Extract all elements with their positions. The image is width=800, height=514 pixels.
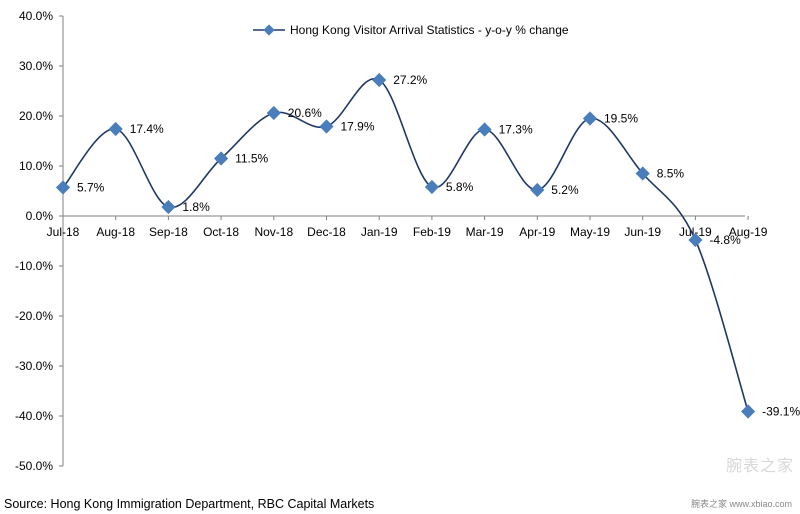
x-tick-label: Feb-19 [413,225,451,239]
x-tick-label: Jan-19 [361,225,398,239]
x-tick-label: Aug-19 [729,225,768,239]
data-point [530,182,545,198]
y-tick-label: -30.0% [15,359,53,373]
x-tick-label: Oct-18 [203,225,239,239]
data-point [161,199,176,215]
series-markers [55,72,756,419]
x-tick-label: Jul-19 [679,225,712,239]
y-tick-label: -50.0% [15,459,53,473]
data-label: 8.5% [657,167,685,181]
x-tick-labels: Jul-18 Aug-18 Sep-18 Oct-18 Nov-18 Dec-18 Jan-… [47,216,768,239]
data-point [477,122,492,137]
data-point [108,121,123,137]
data-point [582,111,598,126]
x-tick-label: Dec-18 [307,225,346,239]
data-label: 17.9% [341,120,375,134]
data-labels: 5.7% 17.4% 1.8% 11.5% 20.6% 17.9% 27.2% 5.8% 17.… [77,73,800,419]
legend-label: Hong Kong Visitor Arrival Statistics - y… [290,23,569,37]
x-tick-label: Apr-19 [519,225,555,239]
data-point [635,166,650,181]
y-tick-label: 40.0% [19,9,53,23]
data-point [55,180,71,195]
y-tick-label: 10.0% [19,159,53,173]
legend-marker [263,24,275,36]
data-point [688,232,703,248]
x-tick-label: Nov-18 [254,225,293,239]
source-note: Source: Hong Kong Immigration Department… [4,497,375,511]
x-tick-label: Jun-19 [624,225,661,239]
data-label: 5.7% [77,181,105,195]
x-tick-label: Mar-19 [466,225,504,239]
watermark-text: 腕表之家 www.xbiao.com [690,499,792,509]
x-tick-label: May-19 [570,225,610,239]
data-label: 17.4% [130,122,164,136]
y-tick-label: 30.0% [19,59,53,73]
legend: Hong Kong Visitor Arrival Statistics - y… [253,23,569,37]
data-point [424,179,439,195]
y-tick-label: 0.0% [26,209,54,223]
x-tick-label: Sep-18 [149,225,188,239]
data-point [214,151,229,166]
y-tick-label: -40.0% [15,409,53,423]
series-line [62,77,749,412]
data-point [266,105,281,121]
data-label: 27.2% [393,73,427,87]
x-tick-label: Jul-18 [47,225,80,239]
y-tick-label: -10.0% [15,259,53,273]
data-point [372,72,387,88]
data-label: -4.8% [709,233,741,247]
data-label: 17.3% [499,123,533,137]
y-tick-labels: 40.0% 30.0% 20.0% 10.0% 0.0% -10.0% -20.0% -30.… [15,9,63,473]
x-tick-label: Aug-18 [96,225,135,239]
axes [62,16,745,466]
data-label: 11.5% [235,152,268,166]
data-label: -39.1% [762,405,800,419]
watermark-logo: 腕表之家 [725,456,794,475]
data-point [741,404,756,419]
data-label: 1.8% [182,200,210,214]
y-tick-label: 20.0% [19,109,53,123]
data-point [319,119,334,134]
data-label: 5.2% [551,183,579,197]
data-label: 5.8% [446,180,474,194]
data-label: 20.6% [288,106,322,120]
data-label: 19.5% [604,112,638,126]
y-tick-label: -20.0% [15,309,53,323]
